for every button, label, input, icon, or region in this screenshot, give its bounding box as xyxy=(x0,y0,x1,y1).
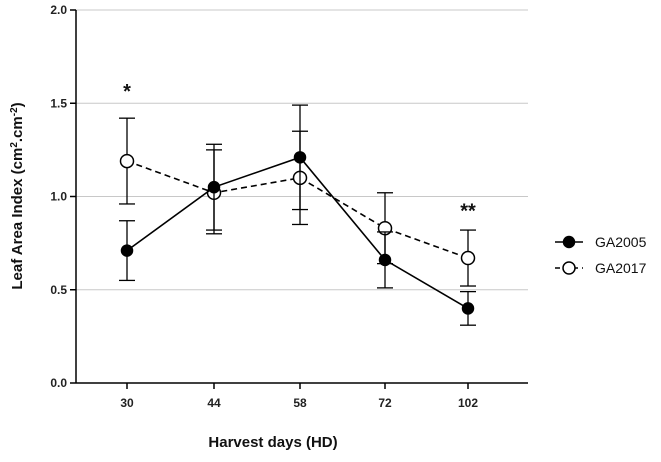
axes xyxy=(70,9,528,389)
significance-marker: * xyxy=(123,81,131,103)
x-tick-label: 44 xyxy=(207,396,221,410)
significance-marker: ** xyxy=(460,201,476,223)
data-point-ga2005 xyxy=(293,151,307,164)
data-point-ga2005 xyxy=(120,244,134,257)
data-point-ga2005 xyxy=(461,302,475,315)
y-tick-label: 0.0 xyxy=(50,376,67,390)
x-tick-label: 102 xyxy=(458,396,478,410)
legend-marker-ga2005 xyxy=(562,235,576,249)
grid-lines xyxy=(76,9,528,291)
x-tick-label: 30 xyxy=(120,396,134,410)
y-tick-label: 1.5 xyxy=(50,96,67,110)
y-tick-label: 2.0 xyxy=(50,3,67,17)
series-layer xyxy=(119,104,476,326)
y-axis-title: Leaf Area Index (cm2.cm-2) xyxy=(9,102,27,289)
significance-annotations: *** xyxy=(123,81,476,222)
y-tick-label: 1.0 xyxy=(50,190,67,204)
data-point-ga2005 xyxy=(378,253,392,267)
x-tick-labels: 30 44 58 72 102 xyxy=(120,396,478,410)
legend-marker-ga2017 xyxy=(562,261,576,275)
y-tick-labels: 0.0 0.5 1.0 1.5 2.0 xyxy=(50,3,67,390)
legend: GA2005 GA2017 xyxy=(555,234,647,276)
x-axis-title: Harvest days (HD) xyxy=(208,434,337,451)
x-tick-label: 58 xyxy=(293,396,307,410)
x-tick-label: 72 xyxy=(378,396,392,410)
legend-label-ga2005: GA2005 xyxy=(595,234,647,250)
data-point-ga2017 xyxy=(460,250,476,266)
data-point-ga2005 xyxy=(207,180,221,194)
series-line-ga2017 xyxy=(126,160,469,259)
y-tick-label: 0.5 xyxy=(50,283,67,297)
legend-label-ga2017: GA2017 xyxy=(595,260,647,276)
data-point-ga2017 xyxy=(119,153,135,169)
